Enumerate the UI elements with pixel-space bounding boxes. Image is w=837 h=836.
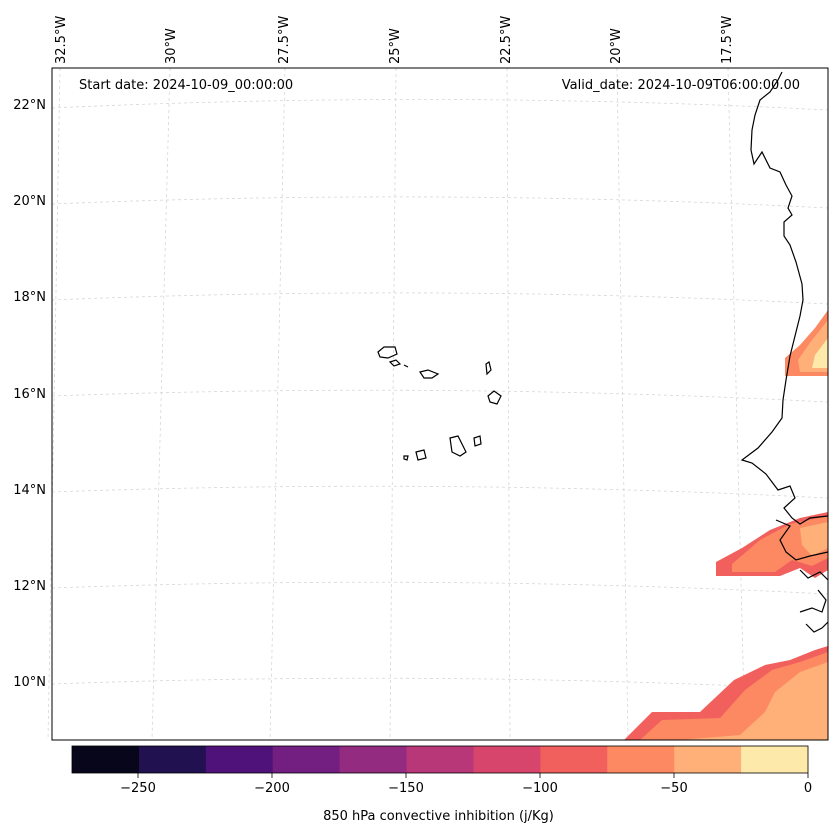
start-date-text: Start date: 2024-10-09_00:00:00	[79, 78, 294, 93]
lon-label-32.5W: 32.5°W	[54, 15, 69, 64]
colorbar-tick-100: −100	[522, 781, 558, 796]
lat-label-16N: 16°N	[13, 387, 46, 402]
colorbar-swatch	[540, 746, 608, 773]
coastlines	[377, 71, 829, 633]
africa-coastline	[740, 71, 829, 525]
colorbar-tick-50: −50	[660, 781, 688, 796]
lon-label-20W: 20°W	[609, 28, 624, 64]
lat-label-12N: 12°N	[13, 579, 46, 594]
lon-label-17.5W: 17.5°W	[720, 15, 735, 64]
colorbar-ticks	[137, 773, 809, 778]
colorbar-swatch	[272, 746, 341, 773]
sao-vicente	[388, 359, 402, 367]
contour-mid-b	[800, 522, 828, 556]
lon-label-22.5W: 22.5°W	[499, 15, 514, 64]
colorbar-swatch	[138, 746, 207, 773]
colorbar-tick-200: −200	[254, 781, 290, 796]
sao-nicolau	[419, 369, 440, 379]
africa-south-coast	[775, 519, 829, 561]
lat-label-18N: 18°N	[13, 290, 46, 305]
colorbar-swatch	[674, 746, 742, 773]
contour-se-inner	[680, 662, 828, 740]
lat-label-20N: 20°N	[13, 194, 46, 209]
colorbar-swatch	[339, 746, 408, 773]
lon-label-25W: 25°W	[388, 28, 403, 64]
colorbar	[72, 746, 809, 773]
colorbar-swatch	[205, 746, 274, 773]
colorbar-tick-150: −150	[388, 781, 424, 796]
colorbar-swatch	[607, 746, 675, 773]
colorbar-swatch	[473, 746, 541, 773]
santo-antao	[377, 346, 398, 359]
lat-label-22N: 22°N	[13, 98, 46, 113]
cin-contours	[624, 310, 828, 740]
colorbar-frame	[71, 745, 809, 774]
colorbar-swatch	[741, 746, 809, 773]
boa-vista	[487, 390, 502, 405]
lat-label-10N: 10°N	[13, 675, 46, 690]
lon-label-30W: 30°W	[164, 28, 179, 64]
santiago	[449, 435, 467, 457]
brava	[403, 455, 409, 461]
lon-label-27.5W: 27.5°W	[277, 15, 292, 64]
maio	[473, 435, 482, 447]
map-frame	[51, 67, 829, 741]
graticule	[47, 67, 829, 741]
colorbar-tick-0: 0	[803, 781, 813, 796]
contour-ne-inner	[812, 338, 828, 368]
colorbar-label: 850 hPa convective inhibition (j/Kg)	[323, 809, 554, 824]
valid-date-text: Valid_date: 2024-10-09T06:00:00.00	[561, 78, 800, 93]
lat-label-14N: 14°N	[13, 483, 46, 498]
fogo	[415, 449, 427, 461]
sal	[485, 361, 492, 376]
colorbar-swatch	[406, 746, 474, 773]
colorbar-swatch	[72, 746, 140, 773]
colorbar-tick-250: −250	[120, 781, 156, 796]
